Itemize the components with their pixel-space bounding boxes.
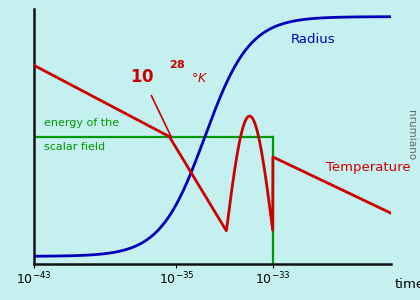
Text: $°K$: $°K$ [191,73,208,85]
Text: nrumiano: nrumiano [406,110,416,160]
Text: scalar field: scalar field [45,142,105,152]
Text: Radius: Radius [291,33,335,46]
Text: Temperature: Temperature [326,160,411,174]
Text: $\mathbf{10}$: $\mathbf{10}$ [130,68,154,85]
Text: $\mathbf{28}$: $\mathbf{28}$ [169,58,186,70]
Text: energy of the: energy of the [45,118,119,128]
Text: time: time [394,278,420,291]
